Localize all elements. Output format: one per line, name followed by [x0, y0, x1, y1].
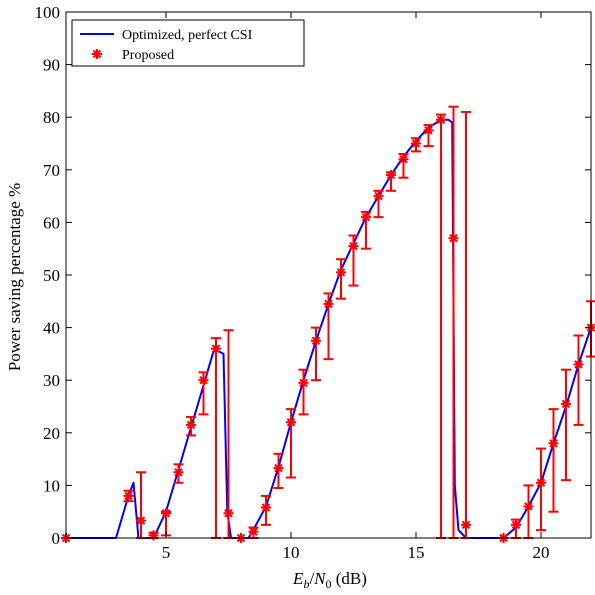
proposed-point — [386, 170, 396, 181]
legend-star-icon — [92, 49, 102, 59]
x-tick-label: 20 — [533, 543, 550, 562]
error-bar — [436, 113, 446, 539]
error-bar — [461, 110, 471, 539]
y-tick-label: 0 — [52, 529, 61, 548]
proposed-point — [248, 526, 259, 537]
proposed-point — [123, 490, 134, 501]
proposed-point — [398, 154, 409, 165]
proposed-point — [186, 419, 196, 430]
proposed-point — [411, 138, 421, 149]
legend-label-proposed: Proposed — [122, 48, 174, 63]
x-tick-label: 5 — [162, 543, 171, 562]
proposed-point — [461, 519, 471, 530]
proposed-point — [136, 515, 146, 526]
proposed-point — [286, 417, 296, 428]
y-tick-label: 10 — [43, 476, 60, 495]
y-tick-label: 100 — [35, 3, 61, 22]
proposed-point — [436, 114, 446, 125]
legend: Optimized, perfect CSI Proposed — [71, 19, 305, 67]
marker-layer — [61, 105, 595, 543]
error-bar — [298, 368, 309, 416]
x-axis-label: Eb/N0 (dB) — [292, 569, 367, 591]
y-tick-label: 20 — [43, 424, 60, 443]
proposed-point — [448, 233, 459, 244]
y-tick-label: 40 — [43, 319, 60, 338]
y-axis-label: Power saving percentage % — [5, 183, 24, 371]
error-bar — [336, 258, 346, 300]
y-tick-label: 70 — [43, 161, 60, 180]
proposed-point — [548, 438, 559, 449]
proposed-point — [273, 463, 284, 474]
y-tick-label: 60 — [43, 213, 60, 232]
proposed-point — [511, 519, 521, 530]
error-bar — [561, 368, 571, 482]
error-bar — [536, 447, 546, 532]
error-bar — [548, 408, 559, 513]
proposed-point — [561, 398, 571, 409]
proposed-point — [211, 343, 221, 354]
legend-marker-swatch — [92, 49, 102, 59]
proposed-point — [423, 125, 434, 136]
proposed-point — [348, 241, 359, 252]
proposed-point — [536, 477, 546, 488]
y-tick-label: 90 — [43, 56, 60, 75]
proposed-point — [261, 502, 271, 513]
proposed-point — [148, 530, 159, 541]
proposed-point — [311, 335, 321, 346]
error-bar — [211, 337, 221, 539]
legend-box — [71, 19, 305, 67]
proposed-point — [523, 501, 534, 512]
x-tick-label: 10 — [283, 543, 300, 562]
y-tick-label: 80 — [43, 108, 60, 127]
proposed-point — [373, 191, 384, 202]
y-tick-label: 50 — [43, 266, 60, 285]
proposed-point — [223, 508, 234, 519]
proposed-point — [361, 212, 371, 223]
legend-label-optimized: Optimized, perfect CSI — [122, 28, 253, 43]
proposed-point — [323, 298, 334, 309]
proposed-point — [298, 377, 309, 388]
proposed-point — [198, 375, 209, 386]
proposed-point — [336, 267, 346, 278]
error-bar — [448, 105, 459, 539]
proposed-point — [173, 467, 184, 478]
proposed-point — [573, 359, 584, 370]
error-bar — [573, 334, 584, 426]
y-tick-label: 30 — [43, 371, 60, 390]
proposed-point — [161, 508, 171, 519]
x-tick-label: 15 — [408, 543, 425, 562]
ticks-layer: 5 10 15 20 0 10 20 30 40 50 60 70 80 90 100 — [35, 3, 591, 562]
plot-frame — [65, 11, 592, 539]
